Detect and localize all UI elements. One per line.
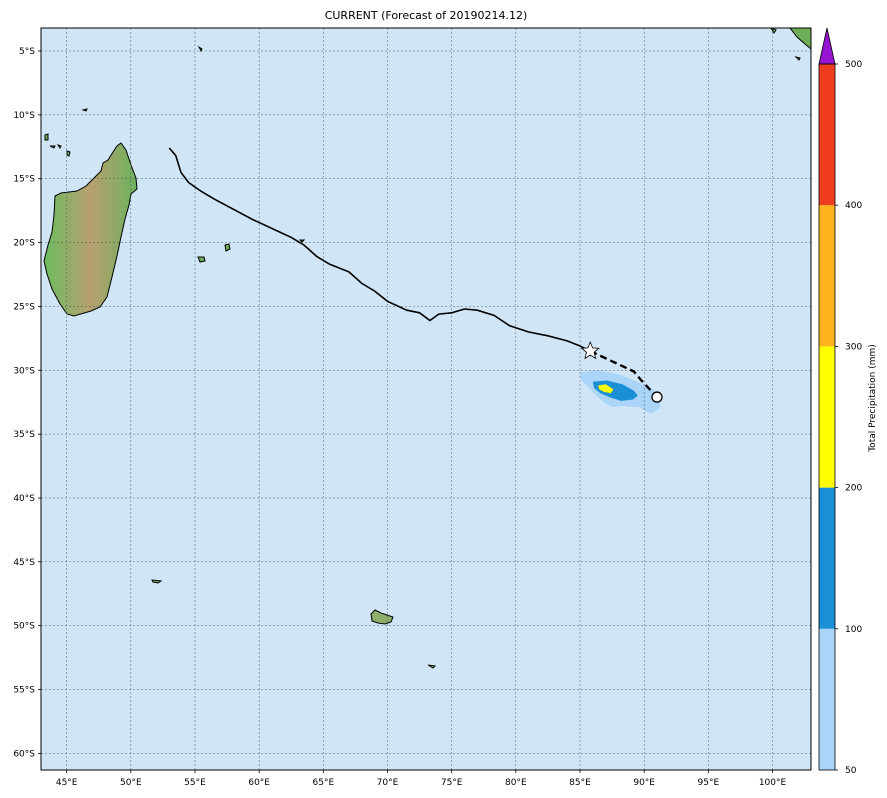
colorbar-segment-100 xyxy=(819,487,835,629)
colorbar-segment-50 xyxy=(819,628,835,770)
small-island-agalega xyxy=(81,108,88,112)
lon-tick-label: 85°E xyxy=(569,778,591,788)
lon-tick-label: 75°E xyxy=(441,778,463,788)
map-title: CURRENT (Forecast of 20190214.12) xyxy=(325,9,528,22)
lon-tick-label: 95°E xyxy=(698,778,720,788)
ocean xyxy=(41,28,811,770)
mauritius-island xyxy=(224,243,231,252)
lon-tick-label: 100°E xyxy=(759,778,787,788)
lon-tick-label: 80°E xyxy=(505,778,527,788)
lat-tick-label: 25°S xyxy=(13,302,35,312)
map-area xyxy=(41,28,811,770)
map-frame xyxy=(40,27,812,771)
colorbar-segment-200 xyxy=(819,346,835,488)
colorbar-tick-label: 200 xyxy=(845,484,862,494)
comoros-islands xyxy=(44,133,71,157)
forecast-track-line xyxy=(589,350,658,398)
madagascar xyxy=(43,142,138,317)
small-island-top-right xyxy=(770,28,801,61)
colorbar-tick-label: 50 xyxy=(845,766,857,776)
small-island-seychelles xyxy=(197,45,203,53)
lat-tick-label: 35°S xyxy=(13,430,35,440)
lat-tick-label: 55°S xyxy=(13,686,35,696)
lon-tick-label: 45°E xyxy=(56,778,78,788)
end-position-circle-icon xyxy=(651,391,663,403)
land xyxy=(43,28,811,669)
lon-tick-label: 60°E xyxy=(248,778,270,788)
gridlines xyxy=(41,28,811,770)
colorbar-tick-label: 300 xyxy=(845,342,862,352)
past-track-line xyxy=(168,147,591,352)
current-position-star-icon xyxy=(580,341,600,360)
lat-tick-label: 15°S xyxy=(13,175,35,185)
precipitation-contours xyxy=(580,370,661,414)
colorbar: 50 100 200 300 400 500 xyxy=(818,27,862,776)
colorbar-tick-label: 400 xyxy=(845,201,862,211)
small-island-heard xyxy=(427,664,437,669)
colorbar-extend-arrow xyxy=(818,27,836,65)
lat-tick-label: 50°S xyxy=(13,622,35,632)
lat-tick-label: 10°S xyxy=(13,111,35,121)
lon-tick-label: 90°E xyxy=(633,778,655,788)
longitude-ticks: 45°E 50°E 55°E 60°E 65°E 70°E 75°E 80°E 85°E 90°E… xyxy=(56,770,787,788)
lat-tick-label: 20°S xyxy=(13,239,35,249)
small-island-rodrigues xyxy=(298,239,306,243)
precip-band-200 xyxy=(598,384,614,394)
lon-tick-label: 65°E xyxy=(313,778,335,788)
lat-tick-label: 5°S xyxy=(19,47,35,57)
colorbar-label: Total Precipitation (mm) xyxy=(868,344,878,453)
colorbar-tick-label: 100 xyxy=(845,625,862,635)
storm-tracks xyxy=(168,147,663,403)
colorbar-tick-label: 500 xyxy=(845,60,862,70)
latitude-ticks: 5°S 10°S 15°S 20°S 25°S 30°S 35°S 40°S 45°S 50°S 5… xyxy=(13,47,41,759)
lat-tick-label: 40°S xyxy=(13,494,35,504)
colorbar-segment-300 xyxy=(819,205,835,347)
sumatra-corner xyxy=(789,28,811,50)
lat-tick-label: 45°S xyxy=(13,558,35,568)
lon-tick-label: 70°E xyxy=(377,778,399,788)
lon-tick-label: 50°E xyxy=(120,778,142,788)
lat-tick-label: 30°S xyxy=(13,366,35,376)
colorbar-frame xyxy=(818,63,836,771)
reunion-island xyxy=(197,256,206,263)
colorbar-segment-400 xyxy=(819,64,835,206)
lat-tick-label: 60°S xyxy=(13,749,35,759)
lon-tick-label: 55°E xyxy=(184,778,206,788)
small-island-crozet xyxy=(151,579,163,584)
